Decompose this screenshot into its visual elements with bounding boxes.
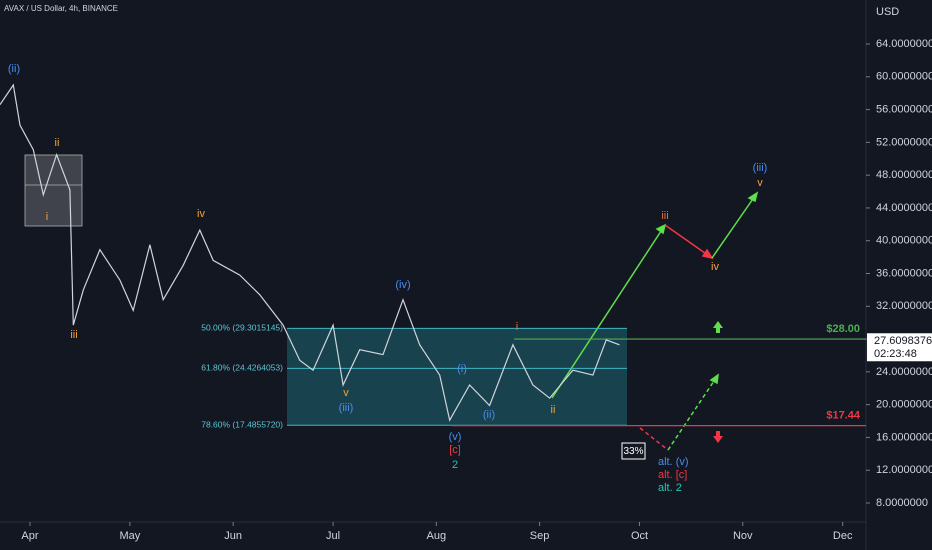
wave-label: alt. (v) xyxy=(658,456,689,468)
y-tick-label: 8.0000000 xyxy=(876,497,928,509)
wave-label: iii xyxy=(661,210,668,222)
wave-label: (ii) xyxy=(483,409,495,421)
wave-label: v xyxy=(757,177,763,189)
y-tick-label: 24.0000000 xyxy=(876,366,932,378)
price-line xyxy=(0,83,620,422)
wave-label: ii xyxy=(55,137,60,149)
wave-label: i xyxy=(46,211,48,223)
y-tick-label: 52.0000000 xyxy=(876,136,932,148)
wave-label: (iii) xyxy=(753,162,768,174)
fib-label: 78.60% (17.4855720) xyxy=(201,419,283,429)
wave-label: i xyxy=(516,321,518,333)
arrow xyxy=(711,192,758,259)
y-tick-label: 60.0000000 xyxy=(876,71,932,83)
wave-label: iv xyxy=(197,208,205,220)
x-tick-label: Oct xyxy=(631,530,648,542)
arrow-head xyxy=(701,248,714,260)
wave-label: iv xyxy=(711,261,719,273)
y-tick-label: 32.0000000 xyxy=(876,300,932,312)
arrow-head xyxy=(655,223,667,235)
probability: 33% xyxy=(623,446,643,457)
arrow xyxy=(639,427,669,451)
fib-label: 50.00% (29.3015145) xyxy=(201,323,283,333)
x-tick-label: Sep xyxy=(530,530,550,542)
wave-label: [c] xyxy=(449,444,461,456)
level-label: $28.00 xyxy=(826,323,860,335)
x-tick-label: Jul xyxy=(326,530,340,542)
up-arrow xyxy=(713,321,723,333)
y-tick-label: 36.0000000 xyxy=(876,267,932,279)
y-tick-label: 40.0000000 xyxy=(876,235,932,247)
x-tick-label: Dec xyxy=(833,530,853,542)
x-tick-label: May xyxy=(120,530,141,542)
wave-label: 2 xyxy=(452,459,458,471)
y-tick-label: 48.0000000 xyxy=(876,169,932,181)
wave-label: (v) xyxy=(449,431,462,443)
y-tick-label: 44.0000000 xyxy=(876,202,932,214)
wave-label: alt. 2 xyxy=(658,482,682,494)
level-label: $17.44 xyxy=(826,410,861,422)
fib-label: 61.80% (24.4264053) xyxy=(201,363,283,373)
wave-label: ii xyxy=(551,404,556,416)
x-tick-label: Aug xyxy=(427,530,447,542)
wave-label: (ii) xyxy=(8,63,20,75)
arrow xyxy=(551,224,666,399)
fib-box xyxy=(287,328,627,426)
x-tick-label: Apr xyxy=(21,530,38,542)
y-tick-label: 16.0000000 xyxy=(876,431,932,443)
chart-header: AVAX / US Dollar, 4h, BINANCE xyxy=(4,4,118,13)
y-tick-label: 56.0000000 xyxy=(876,103,932,115)
y-tick-label: 64.0000000 xyxy=(876,38,932,50)
y-tick-label: 20.0000000 xyxy=(876,399,932,411)
probability-box xyxy=(621,442,646,460)
projection xyxy=(551,191,759,451)
range-box xyxy=(24,154,83,227)
price-box xyxy=(867,333,932,362)
countdown: 02:23:48 xyxy=(874,348,917,360)
arrow xyxy=(667,374,719,451)
down-arrow xyxy=(713,431,723,443)
wave-label: iii xyxy=(70,329,77,341)
wave-label: alt. [c] xyxy=(658,469,687,481)
arrow-head xyxy=(709,373,719,385)
y-tick-label: 12.0000000 xyxy=(876,464,932,476)
x-tick-label: Jun xyxy=(224,530,242,542)
arrow xyxy=(664,224,713,259)
x-tick-label: Nov xyxy=(733,530,753,542)
price-label: 27.6098376 xyxy=(874,335,932,347)
wave-label: (i) xyxy=(457,363,467,375)
fib-zone xyxy=(287,328,627,426)
wave-label: v xyxy=(343,387,349,399)
wave-label: (iv) xyxy=(395,279,410,291)
arrow-head xyxy=(747,191,759,203)
axis-unit: USD xyxy=(876,6,899,18)
wave-label: (iii) xyxy=(339,402,354,414)
